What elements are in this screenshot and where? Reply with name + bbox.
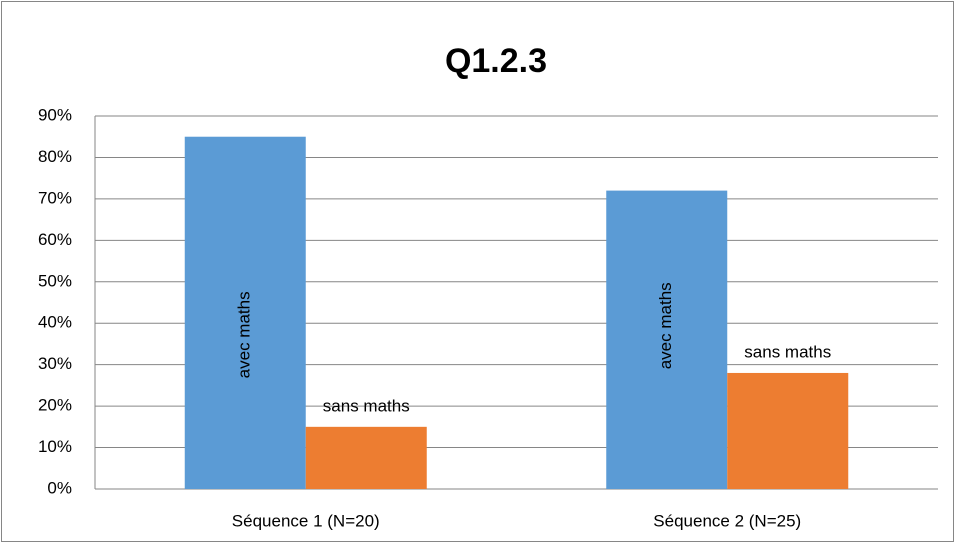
- x-tick-label: Séquence 2 (N=25): [653, 511, 801, 530]
- y-tick-label: 40%: [38, 313, 72, 332]
- y-tick-label: 0%: [47, 478, 72, 497]
- bar: [184, 136, 306, 489]
- bar-label: sans maths: [744, 342, 831, 361]
- bar-label: avec maths: [656, 282, 675, 369]
- bar: [606, 190, 728, 489]
- y-tick-label: 30%: [38, 354, 72, 373]
- y-tick-label: 70%: [38, 188, 72, 207]
- y-tick-label: 50%: [38, 271, 72, 290]
- chart-title: Q1.2.3: [445, 42, 547, 80]
- bar-label: avec maths: [235, 291, 254, 378]
- y-tick-label: 60%: [38, 230, 72, 249]
- x-tick-label: Séquence 1 (N=20): [232, 511, 380, 530]
- bar: [305, 426, 427, 489]
- y-tick-label: 80%: [38, 147, 72, 166]
- bar-label: sans maths: [323, 396, 410, 415]
- bar: [727, 372, 849, 489]
- y-tick-label: 10%: [38, 437, 72, 456]
- y-tick-label: 20%: [38, 396, 72, 415]
- y-tick-label: 90%: [38, 105, 72, 124]
